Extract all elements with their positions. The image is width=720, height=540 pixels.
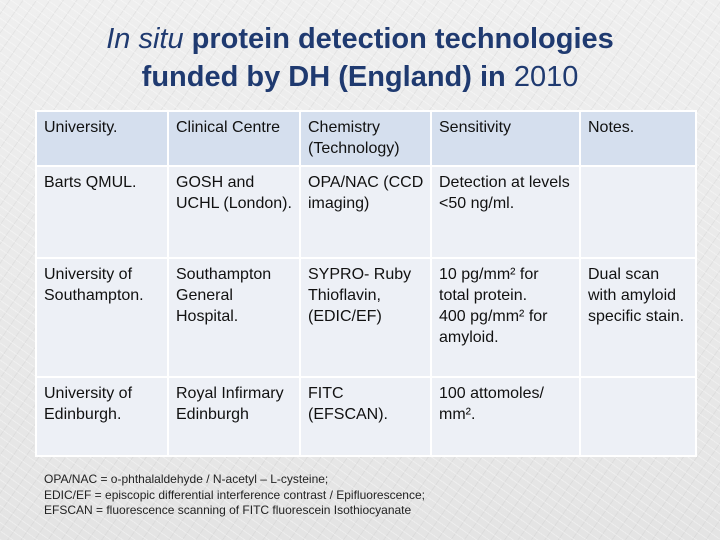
cell-sensitivity: Detection at levels <50 ng/ml. [430, 165, 581, 259]
cell-clinical-centre: Royal Infirmary Edinburgh [167, 376, 301, 457]
cell-chemistry: FITC (EFSCAN). [299, 376, 432, 457]
title-line-2-text: funded by DH (England) in [141, 61, 514, 93]
header-sensitivity: Sensitivity [430, 110, 581, 167]
cell-clinical-centre: GOSH and UCHL (London). [167, 165, 301, 259]
sensitivity-line: 10 pg/mm² for total protein. [439, 266, 539, 304]
title-line-1-text: protein detection technologies [183, 23, 614, 55]
sensitivity-line: 100 attomoles/ mm². [439, 385, 544, 423]
table-row: Barts QMUL. GOSH and UCHL (London). OPA/… [35, 165, 697, 259]
sensitivity-line: 400 pg/mm² for amyloid. [439, 308, 548, 346]
slide-title: In situ protein detection technologies f… [0, 20, 720, 96]
cell-notes [579, 376, 697, 457]
table-row: University of Edinburgh. Royal Infirmary… [35, 376, 697, 457]
cell-chemistry: SYPRO- Ruby Thioflavin, (EDIC/EF) [299, 257, 432, 378]
cell-clinical-centre: Southampton General Hospital. [167, 257, 301, 378]
title-italic: In situ [106, 23, 184, 55]
header-clinical-centre: Clinical Centre [167, 110, 301, 167]
cell-notes [579, 165, 697, 259]
cell-university: University of Southampton. [35, 257, 169, 378]
technologies-table: University. Clinical Centre Chemistry (T… [35, 110, 697, 457]
title-line-2: funded by DH (England) in 2010 [0, 58, 720, 96]
footnotes: OPA/NAC = o-phthalaldehyde / N-acetyl – … [44, 472, 684, 519]
header-university: University. [35, 110, 169, 167]
header-notes: Notes. [579, 110, 697, 167]
cell-sensitivity: 100 attomoles/ mm². [430, 376, 581, 457]
footnote-line: EFSCAN = fluorescence scanning of FITC f… [44, 503, 412, 517]
footnote-line: EDIC/EF = episcopic differential interfe… [44, 487, 425, 502]
title-year: 2010 [513, 61, 579, 93]
cell-university: University of Edinburgh. [35, 376, 169, 457]
header-chemistry: Chemistry (Technology) [299, 110, 432, 167]
sensitivity-line: Detection at levels <50 ng/ml. [439, 174, 570, 212]
header-row: University. Clinical Centre Chemistry (T… [35, 110, 697, 167]
cell-university: Barts QMUL. [35, 165, 169, 259]
cell-notes: Dual scan with amyloid specific stain. [579, 257, 697, 378]
table-row: University of Southampton. Southampton G… [35, 257, 697, 378]
title-line-1: In situ protein detection technologies [0, 20, 720, 58]
cell-chemistry: OPA/NAC (CCD imaging) [299, 165, 432, 259]
cell-sensitivity: 10 pg/mm² for total protein. 400 pg/mm² … [430, 257, 581, 378]
footnote-line: OPA/NAC = o-phthalaldehyde / N-acetyl – … [44, 472, 329, 486]
